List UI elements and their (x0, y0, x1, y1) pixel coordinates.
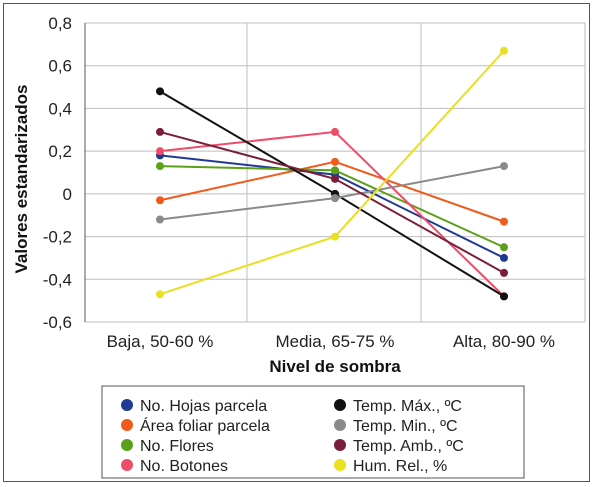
legend-marker (334, 399, 346, 411)
data-point (156, 290, 164, 299)
legend-marker (121, 439, 133, 451)
data-point (156, 196, 164, 205)
y-tick-label: 0,6 (48, 57, 72, 76)
legend-label: No. Flores (140, 438, 214, 455)
legend-marker (121, 459, 133, 471)
data-point (500, 268, 508, 277)
legend-marker (334, 439, 346, 451)
y-tick-label: 0,2 (48, 142, 72, 161)
x-tick-label: Alta, 80-90 % (453, 332, 555, 351)
data-point (331, 157, 339, 166)
data-point (500, 46, 508, 55)
data-point (331, 232, 339, 241)
y-tick-label: -0,6 (43, 313, 72, 332)
data-point (156, 215, 164, 224)
series-group (156, 46, 508, 301)
x-axis-title: Nivel de sombra (269, 357, 401, 376)
x-axis-ticks: Baja, 50-60 % Media, 65-75 % Alta, 80-90 % (107, 332, 555, 351)
legend-label: Hum. Rel., % (353, 458, 447, 475)
x-tick-label: Media, 65-75 % (275, 332, 394, 351)
data-point (156, 162, 164, 171)
series-line (156, 162, 508, 252)
legend-item: No. Hojas parcela (121, 398, 267, 415)
data-point (156, 87, 164, 96)
legend-label: Temp. Máx., ºC (353, 398, 462, 415)
data-point (331, 174, 339, 183)
legend-label: No. Botones (140, 458, 228, 475)
y-axis-ticks: 0,8 0,6 0,4 0,2 0 -0,2 -0,4 -0,6 (43, 14, 72, 332)
legend-item: No. Flores (121, 438, 214, 455)
data-point (500, 292, 508, 301)
y-tick-label: 0,4 (48, 99, 72, 118)
data-point (500, 243, 508, 252)
legend-item: Temp. Amb., ºC (334, 438, 464, 455)
series-line (156, 46, 508, 299)
data-point (500, 217, 508, 226)
legend-marker (334, 419, 346, 431)
x-tick-label: Baja, 50-60 % (107, 332, 214, 351)
legend-marker (121, 399, 133, 411)
data-point (331, 127, 339, 136)
legend-item: Hum. Rel., % (334, 458, 447, 475)
series-line (156, 162, 508, 224)
series-line (156, 157, 508, 226)
legend-item: No. Botones (121, 458, 228, 475)
legend-box (101, 385, 525, 479)
data-point (331, 166, 339, 175)
y-axis-title: Valores estandarizados (12, 85, 31, 274)
data-point (500, 162, 508, 171)
y-tick-label: 0,8 (48, 14, 72, 33)
legend-marker (334, 459, 346, 471)
y-tick-label: -0,2 (43, 228, 72, 247)
legend-label: Temp. Amb., ºC (353, 438, 464, 455)
legend-marker (121, 419, 133, 431)
legend-label: Área foliar parcela (140, 416, 270, 435)
y-tick-label: -0,4 (43, 270, 72, 289)
legend-item: Temp. Min., ºC (334, 418, 458, 435)
data-point (500, 253, 508, 262)
data-point (331, 194, 339, 203)
legend-item: Temp. Máx., ºC (334, 398, 462, 415)
legend-item: Área foliar parcela (121, 416, 270, 435)
data-point (156, 127, 164, 136)
legend-label: Temp. Min., ºC (353, 418, 458, 435)
legend-label: No. Hojas parcela (140, 398, 267, 415)
series-line (156, 127, 508, 277)
chart-frame (3, 3, 590, 482)
data-point (156, 147, 164, 156)
y-tick-label: 0 (63, 185, 72, 204)
